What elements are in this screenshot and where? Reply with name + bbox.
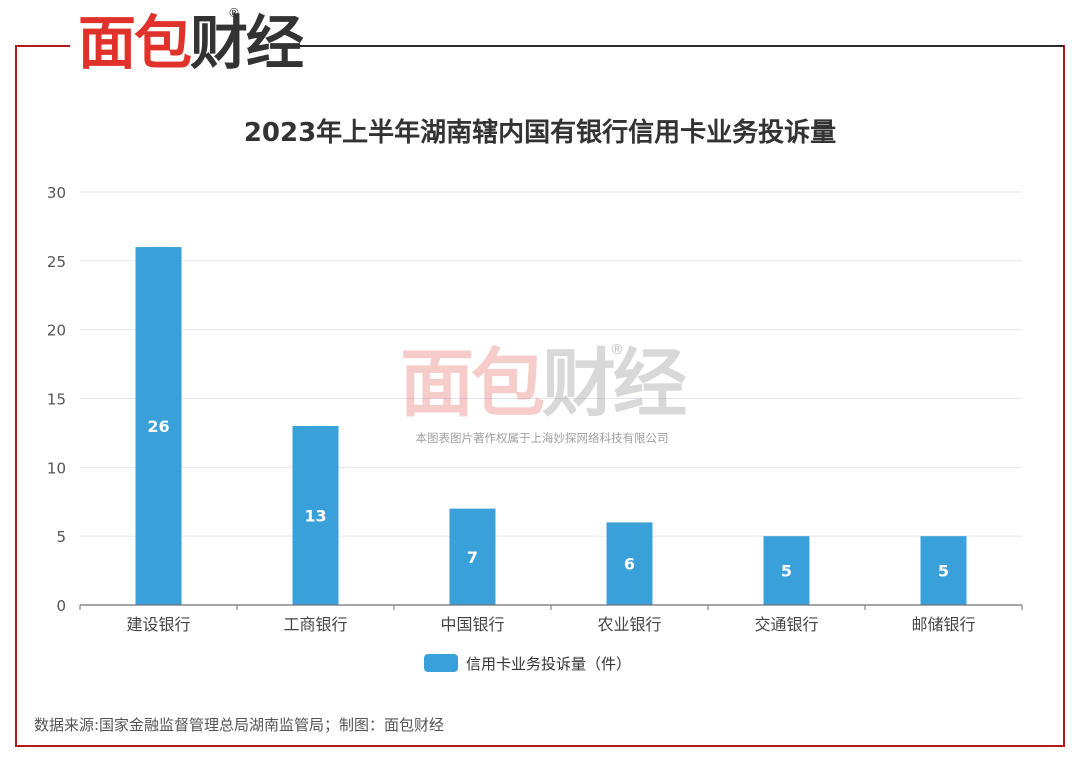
x-category-label: 农业银行 <box>597 615 661 634</box>
brand-logo-red: 面包 <box>78 9 192 77</box>
legend-swatch <box>424 654 458 672</box>
x-category-label: 建设银行 <box>126 615 190 634</box>
bar[interactable] <box>292 426 339 605</box>
y-tick-label: 15 <box>47 391 66 409</box>
x-category-label: 中国银行 <box>440 615 504 634</box>
y-tick-label: 25 <box>47 253 66 271</box>
bar[interactable] <box>763 536 810 605</box>
legend-label: 信用卡业务投诉量（件） <box>466 654 632 673</box>
brand-logo: 面包财经 <box>78 6 304 80</box>
chart-legend[interactable]: 信用卡业务投诉量（件） <box>424 652 631 674</box>
y-tick-label: 0 <box>56 597 66 615</box>
bar-data-label: 26 <box>147 417 169 436</box>
bar-data-label: 5 <box>938 562 949 581</box>
bar[interactable] <box>449 508 496 605</box>
bar-data-label: 13 <box>304 507 326 526</box>
x-category-label: 邮储银行 <box>911 615 975 634</box>
bar-data-label: 6 <box>624 555 635 574</box>
brand-registered-mark: ® <box>228 6 240 20</box>
y-tick-label: 10 <box>47 459 66 477</box>
bar-data-label: 7 <box>467 548 478 567</box>
bar[interactable] <box>920 536 967 605</box>
y-tick-label: 30 <box>47 184 66 202</box>
chart-title: 2023年上半年湖南辖内国有银行信用卡业务投诉量 <box>243 118 837 148</box>
y-tick-label: 5 <box>56 528 66 546</box>
x-category-label: 交通银行 <box>754 615 818 634</box>
y-tick-label: 20 <box>47 322 66 340</box>
bar-data-label: 5 <box>781 562 792 581</box>
source-note: 数据来源:国家金融监督管理总局湖南监管局；制图：面包财经 <box>34 716 445 734</box>
x-category-label: 工商银行 <box>283 615 347 634</box>
bar[interactable] <box>606 522 653 605</box>
bar[interactable] <box>135 247 182 606</box>
brand-logo-dark: 财经 <box>190 9 304 77</box>
